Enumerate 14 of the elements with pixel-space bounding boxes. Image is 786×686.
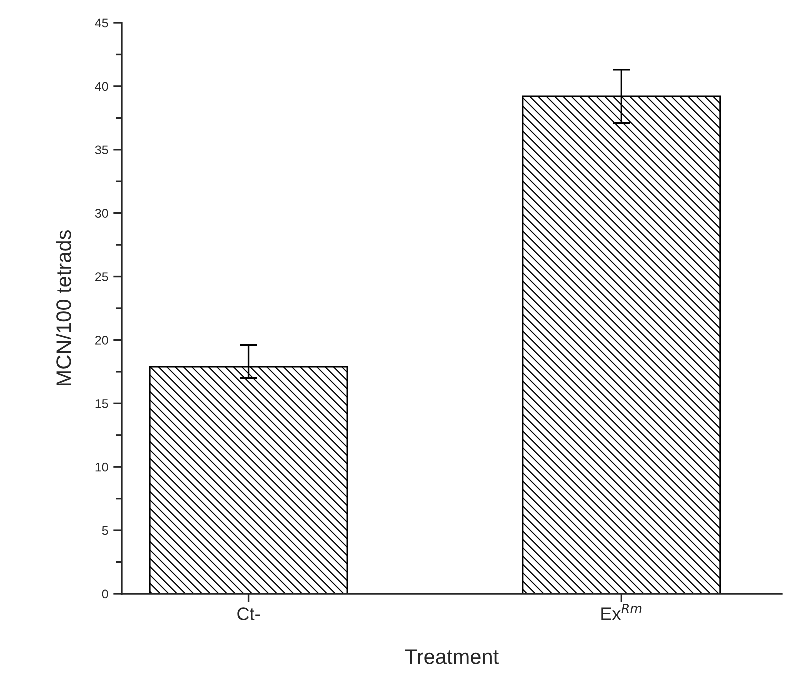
y-tick-label: 40 xyxy=(95,82,108,92)
y-tick-label: 15 xyxy=(96,400,108,408)
y-tick-label: 45 xyxy=(95,18,108,28)
y-tick-label: 30 xyxy=(95,209,108,218)
y-tick-label: 35 xyxy=(95,146,108,155)
y-tick-label: 10 xyxy=(96,462,108,472)
x-tick-label: Ex$^{Rm}$ xyxy=(602,604,642,620)
y-axis-title: MCN/100 tetrads xyxy=(56,230,72,386)
y-tick-label: 5 xyxy=(102,526,108,536)
x-axis-title: Treatment xyxy=(405,650,499,664)
y-tick-label: 25 xyxy=(96,272,108,282)
x-tick-label: Ct- xyxy=(238,608,260,620)
y-tick-label: 0 xyxy=(102,590,108,599)
y-tick-label: 20 xyxy=(96,336,108,345)
